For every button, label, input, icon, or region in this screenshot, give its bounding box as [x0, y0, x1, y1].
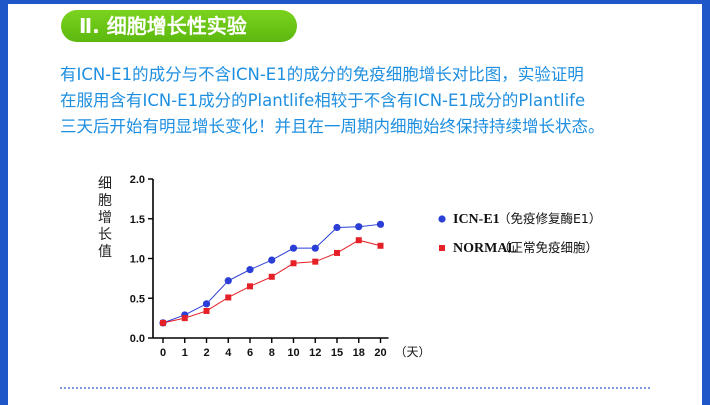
data-point-icn [376, 220, 385, 228]
legend-marker-icn [438, 215, 446, 223]
x-tick-label: 20 [374, 347, 386, 359]
data-point-normal [247, 283, 253, 290]
y-tick-label: 2.0 [130, 174, 145, 186]
y-axis-label-char: 长 [98, 227, 112, 243]
data-point-normal [181, 315, 188, 322]
legend-name-normal: NORMAL [453, 241, 517, 256]
y-tick-label: 1.0 [130, 254, 145, 266]
y-axis-label-char: 胞 [98, 193, 112, 209]
data-point-icn [311, 244, 319, 252]
top-frame-border [0, 0, 710, 4]
y-tick-label: 0.5 [130, 293, 145, 305]
intro-line-3: 三天后开始有明显增长变化！并且在一周期内细胞始终保持持续增长状态。 [60, 117, 605, 136]
y-tick-label: 1.5 [130, 214, 145, 226]
data-point-icn [289, 244, 298, 252]
data-point-icn [355, 223, 363, 231]
x-tick-label: 2 [203, 347, 209, 359]
x-tick-label: 15 [331, 347, 343, 359]
data-point-normal [268, 273, 275, 280]
right-frame-border [702, 0, 710, 405]
x-tick-label: 6 [247, 347, 253, 359]
dotted-divider [60, 387, 650, 389]
data-point-normal [334, 249, 340, 256]
data-point-normal [377, 242, 384, 249]
data-point-icn [202, 300, 211, 308]
y-tick-label: 0.0 [130, 333, 145, 345]
legend-name-icn: ICN-E1 [453, 212, 500, 227]
data-point-icn [268, 256, 276, 264]
y-axis-label-char: 值 [98, 244, 112, 260]
data-point-normal [312, 258, 319, 265]
x-axis-label: （天） [395, 345, 431, 359]
legend-marker-normal [439, 245, 445, 251]
data-point-normal [355, 237, 362, 244]
x-tick-label: 10 [287, 347, 299, 359]
data-point-normal [290, 260, 297, 267]
left-frame-border [0, 0, 8, 405]
data-point-icn [333, 223, 341, 232]
x-tick-label: 18 [353, 347, 365, 359]
legend-note-icn: （免疫修复酶E1） [498, 211, 601, 226]
data-point-normal [160, 319, 166, 326]
y-axis-label-char: 增 [98, 210, 112, 226]
section-title: Ⅱ. 细胞增长性实验 [61, 10, 297, 42]
x-tick-label: 4 [225, 347, 232, 359]
series-line-icn [162, 223, 381, 324]
x-tick-label: 0 [160, 347, 166, 359]
data-point-icn [224, 277, 232, 285]
intro-line-1: 有ICN-E1的成分与不含ICN-E1的成分的免疫细胞增长对比图，实验证明 [60, 65, 584, 84]
data-point-normal [203, 307, 210, 314]
x-tick-label: 1 [182, 347, 188, 359]
data-point-icn [246, 266, 254, 274]
intro-paragraph: 有ICN-E1的成分与不含ICN-E1的成分的免疫细胞增长对比图，实验证明 在服… [60, 62, 690, 140]
series-line-normal [162, 239, 381, 324]
data-point-normal [225, 294, 232, 301]
legend-note-normal: （正常免疫细胞） [498, 240, 598, 255]
x-tick-label: 8 [269, 347, 275, 359]
x-tick-label: 12 [309, 347, 321, 359]
intro-line-2: 在服用含有ICN-E1成分的Plantlife相较于不含有ICN-E1成分的Pl… [60, 91, 586, 110]
y-axis-label-char: 细 [98, 176, 112, 192]
